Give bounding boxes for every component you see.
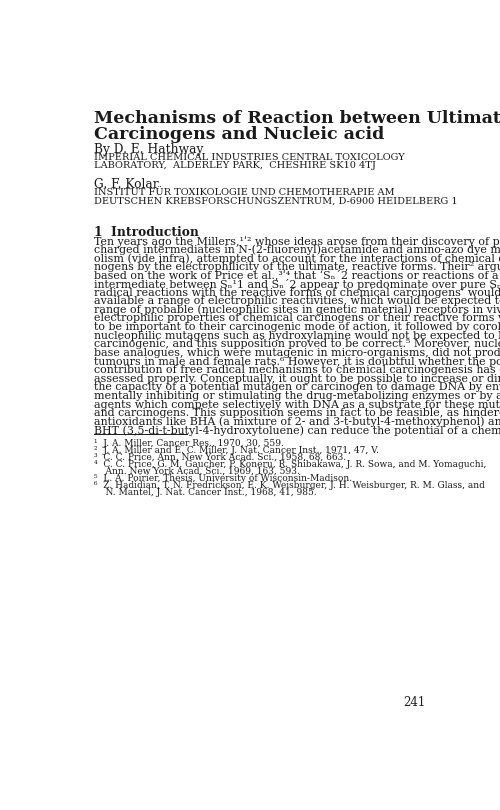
Text: ⁴  C. C. Price, G. M. Gaucher, P. Koneru, R. Shibakawa, J. R. Sowa, and M. Yomag: ⁴ C. C. Price, G. M. Gaucher, P. Koneru,… (94, 460, 486, 469)
Text: intermediate between Sₙ¹1 and Sₙ´2 appear to predominate over pure Sₙ¹1 or free: intermediate between Sₙ¹1 and Sₙ´2 appea… (94, 279, 500, 290)
Text: range of probable (nucleophilic sites in genetic material) receptors in vivo. As: range of probable (nucleophilic sites in… (94, 305, 500, 315)
Text: By D. E. Hathway: By D. E. Hathway (94, 143, 203, 156)
Text: ³  C. C. Price, Ann. New York Acad. Sci., 1958, 68, 663.: ³ C. C. Price, Ann. New York Acad. Sci.,… (94, 453, 346, 462)
Text: tumours in male and female rats.⁶ However, it is doubtful whether the possible: tumours in male and female rats.⁶ Howeve… (94, 356, 500, 367)
Text: G. F. Kolar: G. F. Kolar (94, 178, 158, 191)
Text: and carcinogens. This supposition seems in fact to be feasible, as hindered phen: and carcinogens. This supposition seems … (94, 408, 500, 418)
Text: to be important to their carcinogenic mode of action, it followed by corollary t: to be important to their carcinogenic mo… (94, 322, 500, 332)
Text: LABORATORY,  ALDERLEY PARK,  CHESHIRE SK10 4TJ: LABORATORY, ALDERLEY PARK, CHESHIRE SK10… (94, 161, 376, 170)
Text: IMPERIAL CHEMICAL INDUSTRIES CENTRAL TOXICOLOGY: IMPERIAL CHEMICAL INDUSTRIES CENTRAL TOX… (94, 152, 404, 162)
Text: assessed properly. Conceptually, it ought to be possible to increase or diminish: assessed properly. Conceptually, it ough… (94, 373, 500, 384)
Text: Ten years ago the Millers,¹ʹ² whose ideas arose from their discovery of positive: Ten years ago the Millers,¹ʹ² whose idea… (94, 236, 500, 246)
Text: ⁵  L. A. Poirier, Thesis, University of Wisconsin-Madison.: ⁵ L. A. Poirier, Thesis, University of W… (94, 474, 352, 484)
Text: base analogues, which were mutagenic in micro-organisms, did not produce: base analogues, which were mutagenic in … (94, 348, 500, 358)
Text: olism (vide infra), attempted to account for the interactions of chemical carci-: olism (vide infra), attempted to account… (94, 253, 500, 263)
Text: ¹  J. A. Miller, Cancer Res., 1970, 30, 559.: ¹ J. A. Miller, Cancer Res., 1970, 30, 5… (94, 439, 284, 448)
Text: radical reactions with the reactive forms of chemical carcinogens’ would make: radical reactions with the reactive form… (94, 288, 500, 297)
Text: nogens by the electrophilicity of the ultimate, reactive forms. Their² argument,: nogens by the electrophilicity of the ul… (94, 262, 500, 271)
Text: BHT (3,5-di-t-butyl-4-hydroxytoluene) can reduce the potential of a chemical: BHT (3,5-di-t-butyl-4-hydroxytoluene) ca… (94, 425, 500, 436)
Text: N. Mantel, J. Nat. Cancer Inst., 1968, 41, 985.: N. Mantel, J. Nat. Cancer Inst., 1968, 4… (94, 488, 316, 497)
Text: Ann. New York Acad. Sci., 1969, 163, 593.: Ann. New York Acad. Sci., 1969, 163, 593… (94, 467, 299, 476)
Text: antioxidants like BHA (a mixture of 2- and 3-t-butyl-4-methoxyphenol) and: antioxidants like BHA (a mixture of 2- a… (94, 417, 500, 428)
Text: nucleophilic mutagens such as hydroxylamine would not be expected to be: nucleophilic mutagens such as hydroxylam… (94, 330, 500, 341)
Text: ⁶  Z. Hadidian, T. N. Fredrickson, E. K. Weisburger, J. H. Weisburger, R. M. Gla: ⁶ Z. Hadidian, T. N. Fredrickson, E. K. … (94, 481, 484, 490)
Text: 1  Introduction: 1 Introduction (94, 226, 198, 239)
Text: 241: 241 (403, 696, 425, 709)
Text: Mechanisms of Reaction between Ultimate Chemical: Mechanisms of Reaction between Ultimate … (94, 110, 500, 127)
Text: mentally inhibiting or stimulating the drug-metabolizing enzymes or by adding: mentally inhibiting or stimulating the d… (94, 391, 500, 401)
Text: charged intermediates in N-(2-fluorenyl)acetamide and amino-azo dye metab-: charged intermediates in N-(2-fluorenyl)… (94, 245, 500, 255)
Text: available a range of electrophilic reactivities, which would be expected to span: available a range of electrophilic react… (94, 296, 500, 306)
Text: contribution of free radical mechanisms to chemical carcinogenesis has ever been: contribution of free radical mechanisms … (94, 365, 500, 375)
Text: Carcinogens and Nucleic acid: Carcinogens and Nucleic acid (94, 126, 384, 143)
Text: ²  J. A. Miller and E. C. Miller, J. Nat. Cancer Inst., 1971, 47, V.: ² J. A. Miller and E. C. Miller, J. Nat.… (94, 446, 379, 455)
Text: DEUTSCHEN KREBSFORSCHUNGSZENTRUM, D-6900 HEIDELBERG 1: DEUTSCHEN KREBSFORSCHUNGSZENTRUM, D-6900… (94, 197, 457, 206)
Text: the capacity of a potential mutagen or carcinogen to damage DNA by environ-: the capacity of a potential mutagen or c… (94, 382, 500, 392)
Text: carcinogenic, and this supposition proved to be correct.⁵ Moreover, nucleic acid: carcinogenic, and this supposition prove… (94, 339, 500, 349)
Text: based on the work of Price et al.,³ʹ⁴ that ‘Sₙ´2 reactions or reactions of a typ: based on the work of Price et al.,³ʹ⁴ th… (94, 271, 500, 281)
Text: electrophilic properties of chemical carcinogens or their reactive forms were he: electrophilic properties of chemical car… (94, 313, 500, 323)
Text: INSTITUT FÜR TOXIKOLOGIE UND CHEMOTHERAPIE AM: INSTITUT FÜR TOXIKOLOGIE UND CHEMOTHERAP… (94, 188, 394, 197)
Text: agents which compete selectively with DNA as a substrate for these mutagens: agents which compete selectively with DN… (94, 399, 500, 410)
